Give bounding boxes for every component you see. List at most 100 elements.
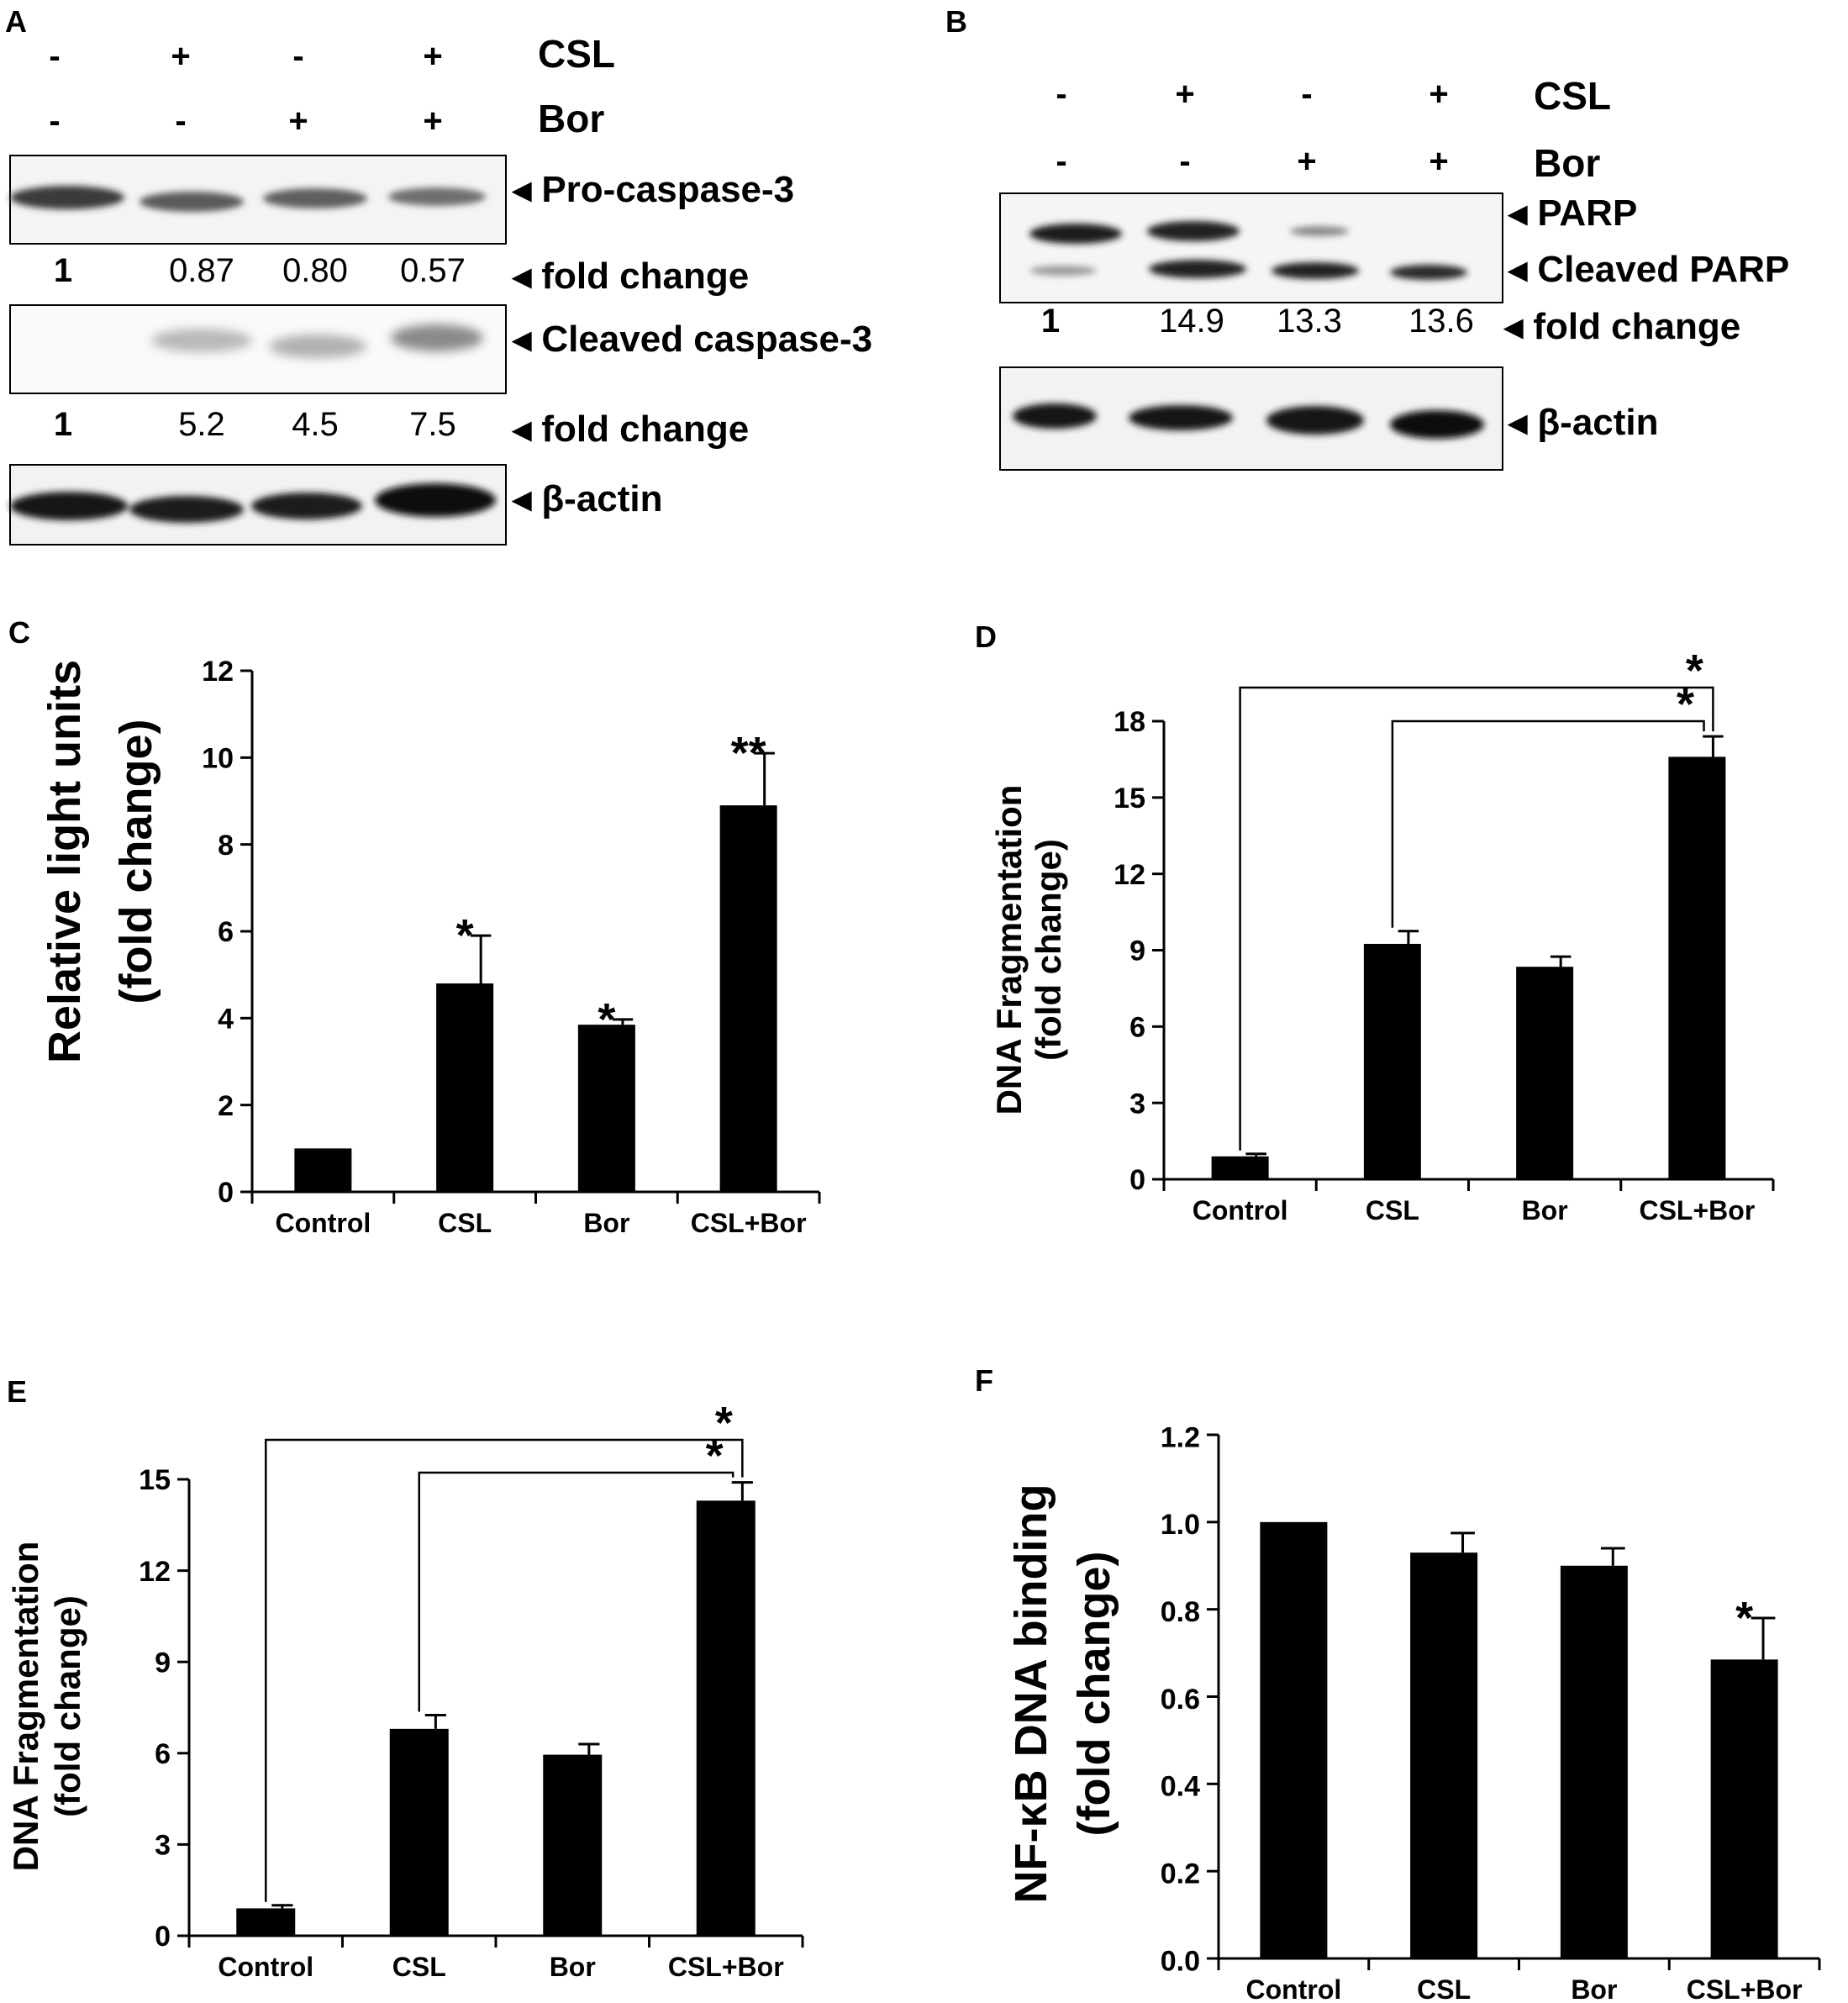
beta-actin-blot-a — [9, 464, 507, 546]
bar — [1410, 1552, 1478, 1958]
bor-sign-lane-3: + — [1297, 143, 1316, 180]
x-tick-label: CSL — [1366, 1195, 1419, 1226]
cleaved-caspase-3-blot — [9, 304, 507, 394]
fold-value: 5.2 — [178, 406, 225, 443]
y-tick-label: 0.0 — [1161, 1945, 1200, 1977]
bor-sign-lane-4: + — [1429, 143, 1448, 180]
csl-treatment-label-b: CSL — [1534, 74, 1611, 118]
x-tick-label: CSL — [438, 1208, 492, 1238]
y-tick-label: 15 — [1114, 783, 1145, 814]
beta-actin-blot-b — [999, 366, 1503, 471]
y-axis-label: (fold change) — [48, 1595, 87, 1817]
x-tick-label: Bor — [550, 1952, 596, 1982]
fold-value: 1 — [1041, 303, 1060, 340]
y-tick-label: 3 — [1129, 1088, 1145, 1120]
chart-d-dna-fragmentation: 0 3 6 9 12 15 18 Control CSL Bor CSL+Bor ** DNA Frag… — [989, 646, 1775, 1226]
bracket-significance-marker: * — [1686, 646, 1703, 696]
panel-letter-a: A — [5, 4, 27, 39]
comparison-bracket — [1239, 686, 1714, 1151]
csl-sign-lane-2: + — [171, 38, 190, 75]
fold-change-label: ◂ fold change — [511, 256, 749, 297]
fold-value: 0.57 — [400, 252, 466, 289]
y-tick-label: 1.0 — [1161, 1509, 1200, 1541]
x-tick-label: CSL+Bor — [1687, 1974, 1803, 2003]
fold-value: 1 — [54, 406, 72, 443]
bor-sign-lane-1: - — [49, 103, 60, 140]
fold-value: 7.5 — [409, 406, 456, 443]
panel-letter-d: D — [975, 619, 997, 654]
y-tick-label: 18 — [1114, 706, 1145, 738]
x-tick-label: CSL+Bor — [668, 1952, 784, 1982]
bar — [1668, 756, 1726, 1179]
panel-letter-c: C — [8, 615, 30, 650]
y-tick-label: 0 — [218, 1177, 234, 1209]
chart-f-nfkb-dna-binding: 0.0 0.2 0.4 0.6 0.8 1.0 1.2 Control CSL Bor CSL+Bo… — [1006, 1421, 1821, 2003]
bor-sign-lane-1: - — [1056, 143, 1066, 180]
bor-sign-row-b: - - + + Bor — [1056, 141, 1600, 185]
y-tick-label: 0.6 — [1161, 1684, 1200, 1716]
x-tick-label: Control — [276, 1208, 371, 1238]
y-axis-label: Relative light units — [39, 660, 90, 1063]
fold-value: 0.80 — [282, 252, 348, 289]
parp-blot — [999, 192, 1503, 303]
x-tick-label: Control — [1193, 1195, 1288, 1226]
csl-sign-row-b: - + - + CSL — [1056, 74, 1611, 118]
fold-change-label: ◂ fold change — [1503, 306, 1740, 347]
csl-sign-lane-2: + — [1175, 76, 1194, 113]
csl-sign-lane-1: - — [49, 38, 60, 75]
bar — [1710, 1659, 1778, 1958]
y-tick-label: 10 — [202, 743, 234, 775]
chart-e-dna-fragmentation: 0 3 6 9 12 15 Control CSL Bor CSL+Bor ** DNA Fragme… — [6, 1398, 804, 1982]
x-tick-label: Control — [1246, 1974, 1342, 2003]
fold-value: 1 — [54, 252, 72, 289]
y-axis-label: (fold change) — [1069, 1552, 1119, 1837]
x-tick-label: CSL+Bor — [1639, 1195, 1755, 1226]
bor-treatment-label-b: Bor — [1534, 141, 1600, 185]
bar — [236, 1908, 296, 1936]
panel-letter-e: E — [7, 1374, 27, 1409]
y-tick-label: 9 — [155, 1647, 171, 1679]
bor-sign-row: - - + + Bor — [49, 97, 604, 140]
comparison-bracket — [418, 1471, 734, 1712]
y-axis-label: (fold change) — [111, 719, 161, 1004]
x-tick-label: Bor — [583, 1208, 629, 1238]
bar — [1560, 1565, 1628, 1958]
bar — [719, 805, 777, 1192]
y-tick-label: 1.2 — [1161, 1421, 1200, 1453]
csl-sign-lane-3: - — [292, 38, 303, 75]
fold-change-label: ◂ fold change — [511, 409, 749, 450]
bracket-significance-marker: * — [1677, 679, 1694, 730]
bar — [436, 983, 494, 1192]
significance-marker: * — [456, 910, 474, 961]
bar — [696, 1500, 756, 1936]
fold-value: 13.3 — [1277, 303, 1342, 340]
csl-sign-lane-1: - — [1056, 76, 1066, 113]
significance-marker: ** — [731, 728, 766, 778]
x-tick-label: CSL+Bor — [691, 1208, 807, 1238]
bar — [1260, 1521, 1328, 1958]
fold-value: 4.5 — [292, 406, 339, 443]
y-tick-label: 4 — [218, 1004, 234, 1036]
y-axis-label: DNA Fragmentation — [6, 1542, 45, 1872]
panel-letter-b: B — [945, 4, 967, 39]
fold-value: 13.6 — [1408, 303, 1474, 340]
cleaved-caspase-3-fold-row: 1 5.2 4.5 7.5 ◂ fold change — [54, 406, 749, 450]
bor-treatment-label: Bor — [538, 97, 604, 140]
beta-actin-label-b: ◂ β-actin — [1507, 402, 1659, 443]
significance-marker: * — [598, 994, 615, 1045]
y-tick-label: 12 — [1114, 859, 1145, 891]
x-tick-label: CSL — [1417, 1974, 1471, 2003]
bar — [389, 1728, 449, 1936]
x-tick-label: CSL — [392, 1952, 446, 1982]
comparison-bracket — [1391, 719, 1705, 928]
pro-caspase-3-blot — [9, 155, 507, 245]
fold-value: 0.87 — [169, 252, 234, 289]
bar — [1363, 943, 1421, 1179]
blot-panel-b: B - + - + CSL - - + + Bor — [945, 4, 1789, 471]
y-tick-label: 12 — [202, 656, 234, 688]
bar — [577, 1025, 635, 1192]
csl-sign-row: - + - + CSL — [49, 32, 615, 76]
pro-caspase-3-label: ◂ Pro-caspase-3 — [511, 169, 794, 210]
y-tick-label: 9 — [1129, 936, 1145, 967]
